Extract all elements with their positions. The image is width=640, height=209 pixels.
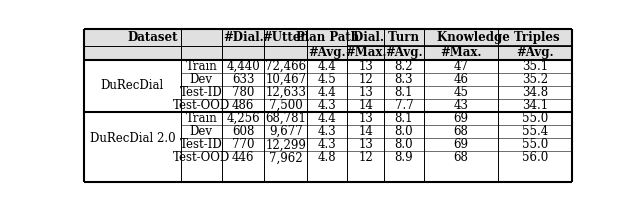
Text: 4.8: 4.8 <box>318 151 337 164</box>
Text: #Max.: #Max. <box>345 46 387 59</box>
Text: 13: 13 <box>358 86 373 99</box>
Text: 14: 14 <box>358 125 373 138</box>
Text: 12,633: 12,633 <box>265 86 307 99</box>
Text: Dataset: Dataset <box>127 31 178 44</box>
Text: 633: 633 <box>232 73 254 86</box>
Text: #Avg.: #Avg. <box>385 46 423 59</box>
Text: 486: 486 <box>232 99 254 112</box>
Text: 46: 46 <box>453 73 468 86</box>
Text: 9,677: 9,677 <box>269 125 303 138</box>
Text: Test-ID: Test-ID <box>180 138 223 151</box>
Text: #Utter.: #Utter. <box>262 31 310 44</box>
Text: DuRecDial: DuRecDial <box>100 79 164 92</box>
Text: 8.2: 8.2 <box>395 60 413 73</box>
Text: 7,500: 7,500 <box>269 99 303 112</box>
Text: 8.1: 8.1 <box>395 112 413 125</box>
Text: 7,962: 7,962 <box>269 151 303 164</box>
Text: Dial. Turn: Dial. Turn <box>353 31 419 44</box>
Text: DuRecDial 2.0: DuRecDial 2.0 <box>90 132 175 145</box>
Text: 68: 68 <box>454 151 468 164</box>
Text: Train: Train <box>186 112 217 125</box>
Text: 770: 770 <box>232 138 254 151</box>
Text: 4,256: 4,256 <box>227 112 260 125</box>
Text: 8.0: 8.0 <box>395 125 413 138</box>
Text: Plan Path: Plan Path <box>296 31 359 44</box>
Bar <box>84 29 572 60</box>
Text: 55.0: 55.0 <box>522 138 548 151</box>
Text: 55.0: 55.0 <box>522 112 548 125</box>
Text: 47: 47 <box>453 60 468 73</box>
Text: #Avg.: #Avg. <box>308 46 346 59</box>
Text: 608: 608 <box>232 125 254 138</box>
Text: Test-OOD: Test-OOD <box>173 151 230 164</box>
Text: 14: 14 <box>358 99 373 112</box>
Text: 4,440: 4,440 <box>227 60 260 73</box>
Text: 13: 13 <box>358 138 373 151</box>
Text: 35.2: 35.2 <box>522 73 548 86</box>
Text: 8.3: 8.3 <box>395 73 413 86</box>
Text: #Max.: #Max. <box>440 46 482 59</box>
Text: 68: 68 <box>454 125 468 138</box>
Text: 12: 12 <box>358 151 373 164</box>
Text: #Avg.: #Avg. <box>516 46 554 59</box>
Text: 69: 69 <box>453 138 468 151</box>
Text: 4.4: 4.4 <box>318 112 337 125</box>
Text: 13: 13 <box>358 60 373 73</box>
Text: 45: 45 <box>453 86 468 99</box>
Text: Knowledge Triples: Knowledge Triples <box>437 31 559 44</box>
Text: 4.4: 4.4 <box>318 60 337 73</box>
Text: 4.3: 4.3 <box>318 125 337 138</box>
Text: 8.9: 8.9 <box>395 151 413 164</box>
Text: 7.7: 7.7 <box>395 99 413 112</box>
Text: 8.1: 8.1 <box>395 86 413 99</box>
Text: 55.4: 55.4 <box>522 125 548 138</box>
Text: Test-OOD: Test-OOD <box>173 99 230 112</box>
Text: 12: 12 <box>358 73 373 86</box>
Text: 10,467: 10,467 <box>265 73 307 86</box>
Text: 69: 69 <box>453 112 468 125</box>
Text: 4.3: 4.3 <box>318 138 337 151</box>
Text: 13: 13 <box>358 112 373 125</box>
Text: 780: 780 <box>232 86 254 99</box>
Text: 4.3: 4.3 <box>318 99 337 112</box>
Text: Dev: Dev <box>190 125 212 138</box>
Text: 34.8: 34.8 <box>522 86 548 99</box>
Text: 34.1: 34.1 <box>522 99 548 112</box>
Text: 4.4: 4.4 <box>318 86 337 99</box>
Text: 4.5: 4.5 <box>318 73 337 86</box>
Text: 72,466: 72,466 <box>265 60 307 73</box>
Text: Dev: Dev <box>190 73 212 86</box>
Text: 446: 446 <box>232 151 254 164</box>
Text: 56.0: 56.0 <box>522 151 548 164</box>
Text: 68,781: 68,781 <box>266 112 306 125</box>
Text: 8.0: 8.0 <box>395 138 413 151</box>
Text: 35.1: 35.1 <box>522 60 548 73</box>
Text: 12,299: 12,299 <box>266 138 306 151</box>
Text: 43: 43 <box>453 99 468 112</box>
Text: Train: Train <box>186 60 217 73</box>
Text: #Dial.: #Dial. <box>223 31 264 44</box>
Text: Test-ID: Test-ID <box>180 86 223 99</box>
